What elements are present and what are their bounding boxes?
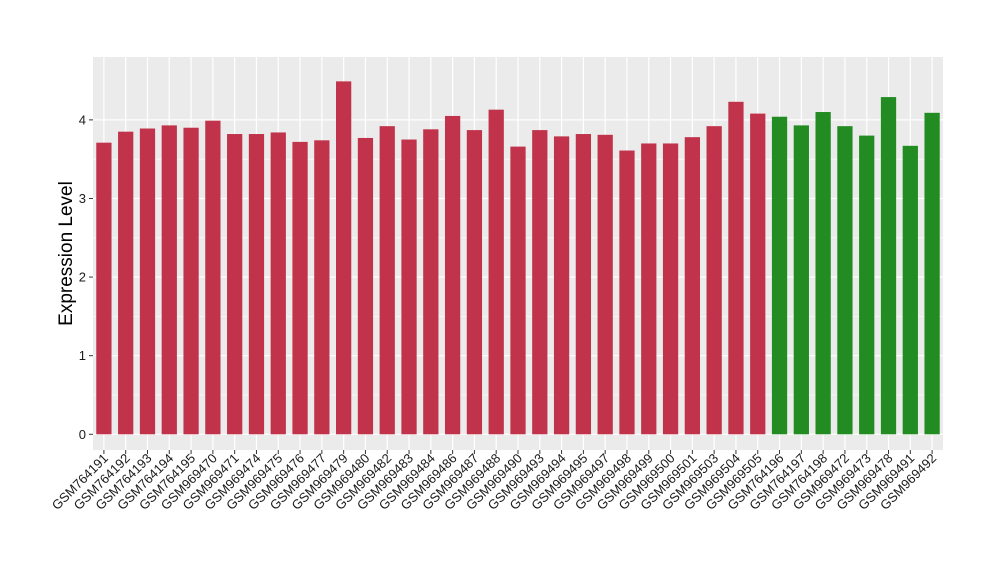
bar-GSM969478: [880, 97, 897, 435]
bar-GSM969473: [859, 135, 875, 435]
bar-GSM969505: [750, 113, 766, 435]
bar-GSM969486: [444, 115, 461, 435]
bar-GSM969471: [227, 134, 243, 435]
bar-GSM764196: [771, 116, 788, 435]
bar-GSM764191: [96, 142, 112, 435]
bar-GSM969475: [270, 132, 286, 435]
bar-GSM969504: [728, 101, 744, 435]
bar-GSM969484: [423, 129, 439, 435]
bar-GSM764193: [139, 128, 156, 435]
y-tick-label: 0: [79, 427, 86, 442]
bar-GSM969487: [466, 130, 483, 435]
bar-GSM969501: [684, 137, 700, 435]
bar-GSM764192: [118, 131, 134, 435]
bar-GSM969503: [706, 126, 722, 435]
y-axis: 0 1 2 3 4: [79, 112, 93, 442]
bar-GSM969476: [292, 141, 308, 435]
bar-GSM969488: [488, 109, 504, 435]
bar-GSM969495: [575, 134, 592, 435]
bar-GSM764195: [183, 127, 199, 435]
bar-GSM764197: [793, 125, 809, 435]
bars: [96, 81, 940, 435]
bar-GSM764198: [815, 112, 831, 435]
y-tick-label: 2: [79, 270, 86, 285]
bar-GSM969491: [902, 145, 918, 435]
bar-GSM969500: [662, 143, 679, 435]
bar-GSM969482: [379, 126, 395, 435]
bar-GSM764194: [161, 125, 177, 435]
y-tick-label: 3: [79, 191, 86, 206]
bar-GSM969470: [205, 120, 221, 435]
bar-GSM969479: [336, 81, 352, 435]
bar-GSM969498: [619, 150, 635, 435]
bar-GSM969483: [401, 139, 417, 435]
y-tick-label: 4: [79, 112, 86, 127]
x-axis: GSM764191GSM764192GSM764193GSM764194GSM7…: [49, 450, 939, 513]
y-axis-title: Expression Level: [56, 181, 77, 326]
bar-GSM969472: [837, 126, 853, 435]
bar-GSM969477: [314, 140, 330, 435]
bar-GSM969497: [597, 134, 613, 435]
bar-GSM969490: [510, 146, 526, 435]
bar-GSM969492: [924, 112, 940, 435]
y-tick-label: 1: [79, 348, 86, 363]
bar-GSM969494: [553, 136, 570, 435]
bar-GSM969474: [248, 134, 265, 435]
bar-GSM969493: [532, 130, 548, 435]
bar-GSM969480: [357, 137, 374, 435]
bar-GSM969499: [641, 143, 657, 435]
